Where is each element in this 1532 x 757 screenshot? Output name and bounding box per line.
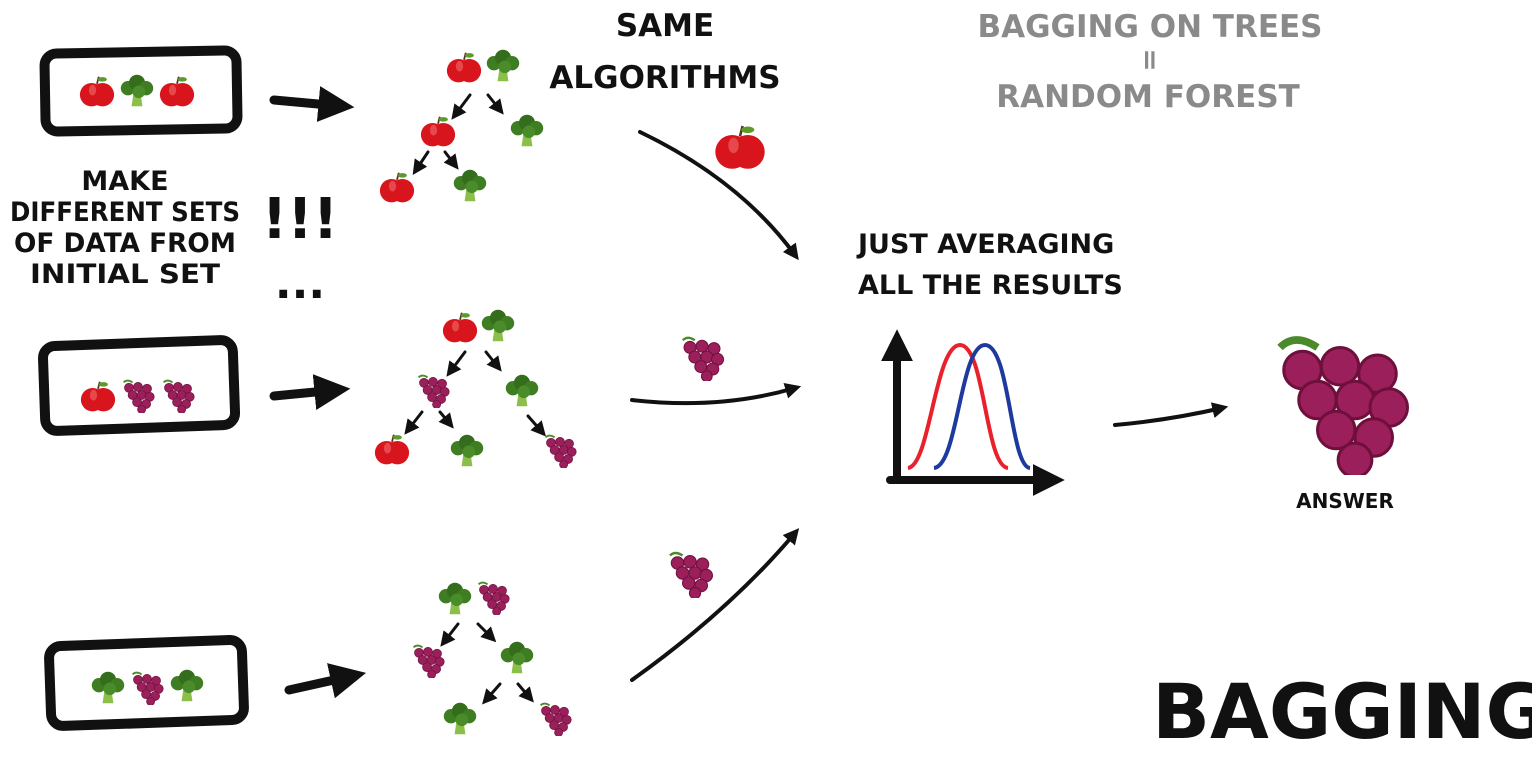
arrow-to-tree-2 [269,374,351,410]
apple-icon [79,75,115,108]
broccoli-icon [481,309,515,342]
decision-tree-2 [374,309,578,468]
broccoli-icon [510,114,544,147]
arrow-to-tree-3 [284,663,367,699]
broccoli-icon [443,702,477,735]
prediction-3-grapes-icon [668,551,714,598]
broccoli-icon [438,582,472,615]
prediction-2-grapes-icon [681,336,725,381]
apple-icon [446,51,482,84]
dataset-box-2 [38,335,241,436]
apple-icon [374,433,410,466]
arrow-to-average-2 [630,383,802,406]
broccoli-icon [453,169,487,202]
note-equals: = [1134,48,1167,71]
answer-label: ANSWER [1296,489,1394,513]
dataset-box-1 [39,45,243,137]
exclaim-marks: !!! [262,187,339,252]
make-line: MAKE [81,166,168,197]
red-curve [907,342,1009,470]
make-line: INITIAL SET [30,259,221,290]
broccoli-icon [450,434,484,467]
decision-tree-1 [379,49,544,204]
page-title: BAGGING [1152,667,1532,756]
blue-curve [933,342,1031,470]
grapes-icon [544,434,578,468]
ellipsis: ... [275,258,325,309]
make-line: OF DATA FROM [14,228,236,259]
apple-icon [159,75,195,108]
decision-tree-3 [412,581,573,736]
same-label-2: ALGORITHMS [549,60,780,96]
arrow-to-average-3 [630,528,800,682]
averaging-line-1: JUST AVERAGING [856,229,1114,260]
grapes-icon [162,379,196,413]
averaging-distribution-sketch [881,329,1065,496]
answer-grapes-icon [1280,340,1408,477]
broccoli-icon [505,374,539,407]
apple-icon [442,311,478,344]
averaging-line-2: ALL THE RESULTS [858,270,1123,301]
grapes-icon [122,379,156,413]
grapes-icon [539,702,573,736]
apple-icon [420,115,456,148]
random-forest-note: BAGGING ON TREES = RANDOM FOREST [977,9,1322,115]
note-line-1: BAGGING ON TREES [977,9,1322,45]
grapes-icon [412,644,446,678]
make-line: DIFFERENT SETS [10,197,240,228]
broccoli-icon [91,671,125,704]
prediction-1-apple-icon [714,124,766,171]
apple-icon [379,171,415,204]
arrow-to-average-1 [638,130,799,261]
arrow-to-tree-1 [269,86,355,122]
note-line-2: RANDOM FOREST [996,79,1300,115]
apple-icon [80,380,116,413]
broccoli-icon [120,74,154,107]
make-sets-text: MAKE DIFFERENT SETS OF DATA FROM INITIAL… [10,166,338,309]
grapes-icon [477,581,511,615]
dataset-box-3 [44,635,249,731]
broccoli-icon [486,49,520,82]
arrow-to-answer [1113,402,1229,427]
same-label-1: SAME [616,8,714,44]
grapes-icon [417,374,451,408]
grapes-icon [131,671,165,705]
broccoli-icon [500,641,534,674]
broccoli-icon [170,669,204,702]
